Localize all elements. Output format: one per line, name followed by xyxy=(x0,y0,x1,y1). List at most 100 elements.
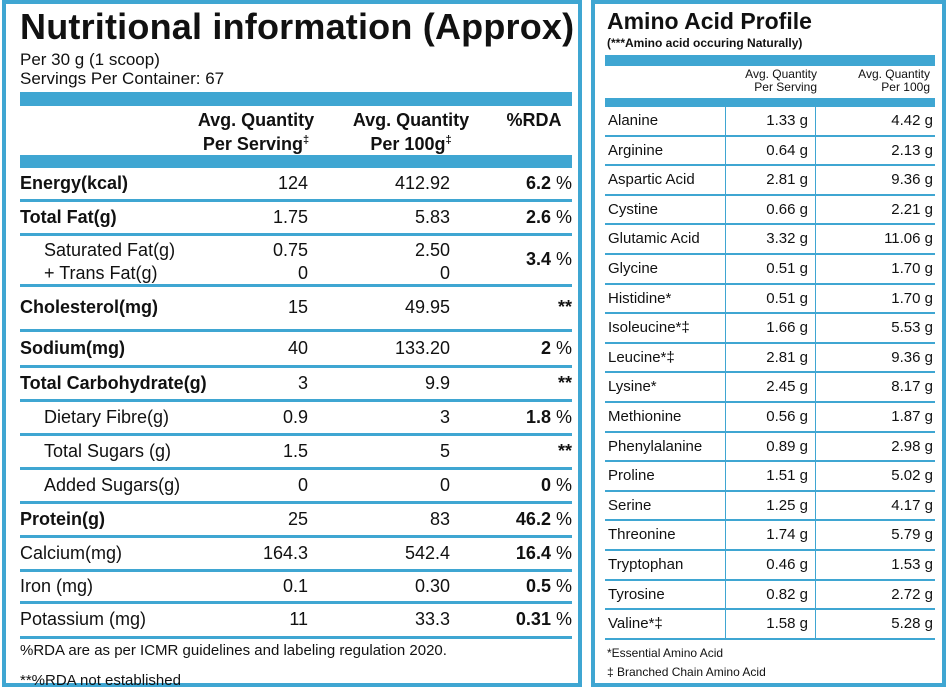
amino-per-100g: 11.06 g xyxy=(884,230,933,248)
amino-header-per-serving-line2: Per Serving xyxy=(754,80,817,94)
amino-row: Tryptophan 0.46 g 1.53 g xyxy=(605,551,935,581)
row-divider xyxy=(20,636,572,639)
amino-row: Glycine 0.51 g 1.70 g xyxy=(605,255,935,285)
column-divider xyxy=(815,521,816,549)
row-divider xyxy=(605,164,935,167)
amino-row: Methionine 0.56 g 1.87 g xyxy=(605,403,935,433)
column-divider xyxy=(725,462,726,490)
column-divider xyxy=(725,403,726,431)
row-divider xyxy=(605,430,935,433)
amino-per-serving: 1.25 g xyxy=(766,496,808,514)
nutrient-name: Calcium(mg) xyxy=(20,543,123,563)
nutrition-panel: Nutritional information (Approx) Per 30 … xyxy=(2,0,582,689)
row-divider xyxy=(20,199,572,202)
column-divider xyxy=(815,373,816,401)
nutrient-name: Iron (mg) xyxy=(20,576,94,596)
header-rda: %RDA xyxy=(506,110,562,130)
amino-per-serving: 0.82 g xyxy=(766,585,808,603)
column-divider xyxy=(815,107,816,135)
rda-value: ** xyxy=(558,297,572,318)
header-per-serving-line2: Per Serving‡ xyxy=(166,130,346,154)
column-divider xyxy=(725,343,726,372)
rda-number: 0.31 xyxy=(515,609,551,629)
amino-row: Glutamic Acid 3.32 g 11.06 g xyxy=(605,225,935,255)
per-serving-value: 1.5 xyxy=(282,441,308,461)
amino-per-serving: 0.51 g xyxy=(766,260,808,277)
per-100g-value: 133.20 xyxy=(394,338,450,358)
column-divider xyxy=(815,136,816,165)
rda-number: 46.2 xyxy=(515,509,551,529)
rda-value: ** xyxy=(558,441,572,462)
amino-per-100g: 1.70 g xyxy=(891,260,933,277)
amino-name: Tyrosine xyxy=(608,585,665,603)
row-divider xyxy=(20,329,572,332)
nutrient-row: Sodium(mg) 40 133.20 2 % xyxy=(20,332,572,368)
header-divider-bar xyxy=(20,155,572,168)
column-divider xyxy=(725,373,726,401)
row-divider xyxy=(605,371,935,374)
amino-row: Serine 1.25 g 4.17 g xyxy=(605,491,935,522)
amino-per-100g: 4.17 g xyxy=(891,496,933,514)
column-divider xyxy=(815,610,816,638)
column-divider xyxy=(815,491,816,520)
double-dagger-mark: ‡ xyxy=(445,134,452,146)
amino-header-per-serving-line1: Avg. Quantity xyxy=(745,67,817,81)
amino-acid-panel: Amino Acid Profile (***Amino acid occuri… xyxy=(591,0,946,687)
rda-unit: % xyxy=(555,407,572,427)
header-per-serving-line2-text: Per Serving xyxy=(202,134,303,154)
row-divider xyxy=(605,637,935,640)
amino-name: Lysine* xyxy=(608,378,657,396)
row-divider xyxy=(605,223,935,226)
rda-value: 1.8 % xyxy=(526,407,572,428)
nutrient-row: Total Sugars (g) 1.5 5 ** xyxy=(20,436,572,470)
per-100g-value: 542.4 xyxy=(404,543,450,563)
amino-row: Valine*‡ 1.58 g 5.28 g xyxy=(605,610,935,640)
amino-name: Arginine xyxy=(608,141,664,159)
column-divider xyxy=(815,284,816,313)
nutrient-name: Total Sugars (g) xyxy=(44,441,172,461)
amino-per-serving: 0.89 g xyxy=(766,437,808,455)
amino-row: Proline 1.51 g 5.02 g xyxy=(605,462,935,492)
nutrient-row: Saturated Fat(g) + Trans Fat(g) 0.75 0 2.50 0… xyxy=(20,236,572,287)
amino-per-serving: 2.45 g xyxy=(766,378,808,396)
amino-per-100g: 2.13 g xyxy=(891,141,933,159)
row-divider xyxy=(20,233,572,236)
amino-header-per-100g-line2: Per 100g xyxy=(881,80,930,94)
nutrient-row: Protein(g) 25 83 46.2 % xyxy=(20,504,572,538)
row-divider xyxy=(20,535,572,538)
nutrient-row: Energy(kcal) 124 412.92 6.2 % xyxy=(20,168,572,202)
per-serving-value: 11 xyxy=(289,609,308,629)
rda-unit: % xyxy=(555,249,572,269)
double-dagger-mark: ‡ xyxy=(302,134,310,146)
nutrient-row: Added Sugars(g) 0 0 0 % xyxy=(20,470,572,504)
nutrient-name: Protein(g) xyxy=(20,509,105,529)
amino-per-100g: 2.72 g xyxy=(891,585,933,603)
rda-number: 3.4 xyxy=(525,249,551,269)
amino-row: Threonine 1.74 g 5.79 g xyxy=(605,521,935,551)
rda-number: ** xyxy=(557,373,572,393)
amino-per-100g: 1.70 g xyxy=(891,289,933,307)
per-100g-value: 3 xyxy=(439,407,450,427)
amino-per-serving: 0.56 g xyxy=(766,408,808,425)
row-divider xyxy=(20,467,572,470)
rda-value: 0 % xyxy=(541,475,572,496)
amino-per-serving: 1.74 g xyxy=(766,526,808,544)
amino-per-serving: 0.51 g xyxy=(766,289,808,307)
rda-number: 0 xyxy=(540,475,551,495)
row-divider xyxy=(605,134,935,137)
rda-number: 0.5 xyxy=(525,576,551,596)
rda-unit: % xyxy=(555,543,572,563)
column-divider xyxy=(725,195,726,224)
nutrient-name: Dietary Fibre(g) xyxy=(44,407,170,427)
nutrient-name-secondary: + Trans Fat(g) xyxy=(44,263,158,283)
amino-name: Isoleucine*‡ xyxy=(608,319,690,337)
nutrient-row: Total Fat(g) 1.75 5.83 2.6 % xyxy=(20,202,572,236)
row-divider xyxy=(20,569,572,572)
column-divider xyxy=(815,343,816,372)
row-divider xyxy=(605,519,935,522)
amino-name: Valine*‡ xyxy=(608,615,663,633)
row-divider xyxy=(605,608,935,611)
column-divider xyxy=(725,491,726,520)
column-divider xyxy=(815,403,816,431)
nutrient-name: Added Sugars(g) xyxy=(44,475,181,495)
